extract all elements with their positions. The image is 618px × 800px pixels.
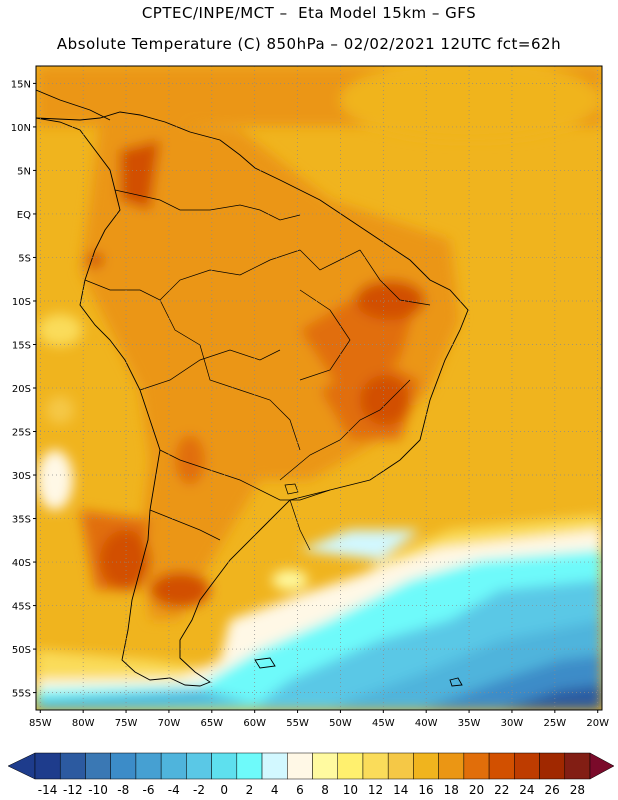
colorbar-swatch bbox=[135, 752, 162, 780]
lat-label: EQ bbox=[17, 210, 31, 221]
colorbar-swatch bbox=[236, 752, 263, 780]
lat-label: 30S bbox=[12, 471, 31, 482]
colorbar-label: -4 bbox=[168, 783, 180, 797]
lon-label: 40W bbox=[415, 718, 438, 729]
colorbar-label: 2 bbox=[246, 783, 254, 797]
lon-label: 50W bbox=[329, 718, 352, 729]
lat-label: 35S bbox=[12, 515, 31, 526]
colorbar-label: 20 bbox=[469, 783, 484, 797]
colorbar-swatch bbox=[514, 752, 540, 780]
chart-title-line-1: CPTEC/INPE/MCT – Eta Model 15km – GFS bbox=[141, 4, 477, 22]
colorbar-label: -14 bbox=[38, 783, 58, 797]
coastlines bbox=[36, 89, 469, 687]
colorbar-swatch bbox=[59, 752, 86, 780]
country-borders bbox=[84, 189, 431, 551]
colorbar-label: 4 bbox=[271, 783, 279, 797]
colorbar-swatch bbox=[463, 752, 490, 780]
lon-label: 25W bbox=[544, 718, 567, 729]
lat-label: 55S bbox=[12, 689, 31, 700]
colorbar-swatch bbox=[160, 752, 187, 780]
lon-label: 60W bbox=[243, 718, 266, 729]
colorbar-swatch bbox=[488, 752, 515, 780]
lon-label: 85W bbox=[29, 718, 52, 729]
colorbar-label: 10 bbox=[343, 783, 358, 797]
lat-label: 5S bbox=[18, 253, 31, 264]
chart-title-line-2: Absolute Temperature (C) 850hPa – 02/02/… bbox=[56, 35, 562, 53]
lat-label: 10N bbox=[11, 123, 31, 134]
colorbar-swatch bbox=[337, 752, 364, 780]
colorbar-swatch bbox=[186, 752, 212, 780]
colorbar-swatch bbox=[34, 752, 61, 780]
lat-label: 15N bbox=[11, 79, 31, 90]
colorbar-swatch bbox=[85, 752, 111, 780]
lon-label: 75W bbox=[115, 718, 138, 729]
lon-label: 30W bbox=[501, 718, 524, 729]
colorbar-label: -6 bbox=[143, 783, 155, 797]
temperature-field bbox=[36, 66, 602, 710]
colorbar-label: 26 bbox=[545, 783, 560, 797]
colorbar-label: 0 bbox=[220, 783, 228, 797]
lat-label: 10S bbox=[12, 297, 31, 308]
colorbar-label: 16 bbox=[418, 783, 433, 797]
colorbar: -14 -12 -10 -8 -6 -4 -2 0 2 4 6 8 10 12 14 16 18 20 22 24 26… bbox=[7, 752, 615, 797]
colorbar-swatch bbox=[564, 752, 591, 780]
colorbar-swatch bbox=[413, 752, 439, 780]
lon-label: 80W bbox=[72, 718, 95, 729]
colorbar-swatch bbox=[287, 752, 313, 780]
lat-label: 15S bbox=[12, 340, 31, 351]
lat-label: 5N bbox=[17, 166, 31, 177]
colorbar-label: 18 bbox=[444, 783, 459, 797]
lat-label: 25S bbox=[12, 428, 31, 439]
colorbar-swatch bbox=[211, 752, 238, 780]
colorbar-swatch bbox=[438, 752, 465, 780]
lon-label: 45W bbox=[372, 718, 395, 729]
lon-label: 55W bbox=[286, 718, 309, 729]
colorbar-swatch bbox=[539, 752, 566, 780]
lat-label: 20S bbox=[12, 384, 31, 395]
lon-label: 20W bbox=[586, 718, 609, 729]
colorbar-overflow-triangle bbox=[589, 752, 615, 780]
colorbar-label: 24 bbox=[519, 783, 534, 797]
graticule bbox=[36, 66, 602, 710]
lon-label: 65W bbox=[200, 718, 223, 729]
colorbar-label: 12 bbox=[368, 783, 383, 797]
lat-label: 45S bbox=[12, 602, 31, 613]
colorbar-swatch bbox=[261, 752, 288, 780]
colorbar-label: 6 bbox=[296, 783, 304, 797]
colorbar-label: 22 bbox=[494, 783, 509, 797]
lat-label: 50S bbox=[12, 645, 31, 656]
colorbar-label: 14 bbox=[393, 783, 408, 797]
colorbar-swatch bbox=[387, 752, 414, 780]
lat-label: 40S bbox=[12, 558, 31, 569]
temperature-map: 15N 10N 5N EQ 5S 10S 15S 20S 25S 30S 35S 40S 45S 50S 5… bbox=[11, 65, 609, 729]
colorbar-label: -2 bbox=[193, 783, 205, 797]
colorbar-underflow-triangle bbox=[7, 752, 36, 780]
colorbar-swatch bbox=[110, 752, 137, 780]
lon-label: 35W bbox=[458, 718, 481, 729]
colorbar-label: -12 bbox=[63, 783, 83, 797]
colorbar-label: 28 bbox=[570, 783, 585, 797]
colorbar-swatch bbox=[362, 752, 389, 780]
colorbar-label: -10 bbox=[88, 783, 108, 797]
colorbar-label: 8 bbox=[321, 783, 329, 797]
colorbar-swatch bbox=[312, 752, 338, 780]
colorbar-label: -8 bbox=[117, 783, 129, 797]
lon-label: 70W bbox=[158, 718, 181, 729]
